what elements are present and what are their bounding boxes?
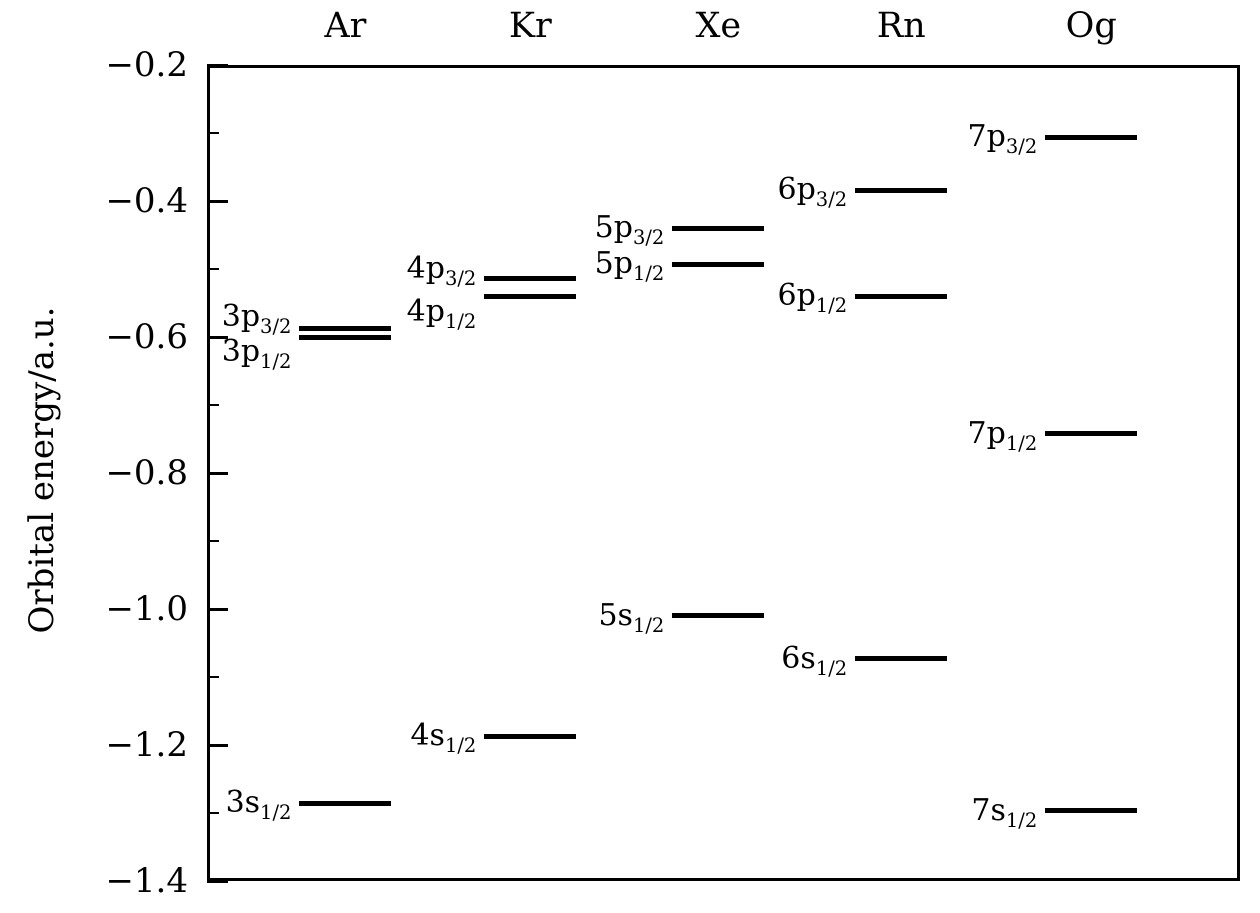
y-tick-label: −1.0 [105, 589, 188, 629]
level-line-kr-4s12 [484, 733, 577, 739]
level-label-rn-6s12: 6s1/2 [781, 640, 848, 680]
y-tick-label: −0.8 [105, 453, 188, 493]
level-line-og-7s12 [1045, 808, 1138, 814]
y-minor-tick [207, 540, 219, 542]
level-label-xe-5p32: 5p3/2 [594, 210, 665, 250]
y-minor-tick [207, 676, 219, 678]
plot-area: 3p3/2 3p1/2 3s1/2 4p3/2 4p1/2 4s1/2 5p3/2 5p1/2… [207, 63, 1240, 883]
y-tick-label: −0.6 [105, 317, 188, 357]
y-axis-title: Orbital energy/a.u. [22, 306, 62, 634]
y-tick-label: −1.4 [105, 861, 188, 901]
y-major-tick [207, 63, 228, 67]
y-major-tick [207, 879, 228, 883]
y-major-tick [207, 607, 228, 611]
level-label-xe-5s12: 5s1/2 [598, 597, 665, 637]
y-major-tick [207, 743, 228, 747]
level-line-rn-6s12 [855, 656, 948, 662]
level-label-rn-6p32: 6p3/2 [777, 172, 848, 212]
level-line-ar-3p12 [299, 334, 392, 340]
column-header-kr: Kr [508, 6, 552, 46]
level-label-kr-4p32: 4p3/2 [406, 250, 477, 290]
level-label-xe-5p12: 5p1/2 [594, 246, 665, 286]
y-major-tick [207, 335, 228, 339]
y-tick-label: −0.4 [105, 181, 188, 221]
level-line-rn-6p32 [855, 187, 948, 193]
level-line-ar-3s12 [299, 800, 392, 806]
level-label-ar-3p12: 3p1/2 [221, 334, 292, 373]
y-minor-tick [207, 404, 219, 406]
level-label-og-7s12: 7s1/2 [971, 792, 1038, 832]
level-label-ar-3p32: 3p3/2 [221, 298, 292, 338]
level-line-xe-5p12 [672, 261, 765, 267]
y-minor-tick [207, 812, 219, 814]
column-header-ar: Ar [324, 6, 367, 46]
level-label-ar-3s12: 3s1/2 [225, 785, 292, 825]
level-label-kr-4p12: 4p1/2 [406, 293, 477, 333]
level-line-ar-3p32 [299, 326, 392, 332]
y-tick-label: −1.2 [105, 725, 188, 765]
y-major-tick [207, 471, 228, 475]
level-label-kr-4s12: 4s1/2 [410, 718, 477, 758]
y-major-tick [207, 199, 228, 203]
y-minor-tick [207, 132, 219, 134]
level-line-kr-4p12 [484, 294, 577, 300]
level-line-kr-4p32 [484, 276, 577, 282]
level-line-rn-6p12 [855, 293, 948, 299]
level-label-rn-6p12: 6p1/2 [777, 278, 848, 318]
level-line-xe-5s12 [672, 613, 765, 619]
level-label-og-7p32: 7p3/2 [967, 119, 1038, 159]
y-minor-tick [207, 268, 219, 270]
level-line-og-7p32 [1045, 134, 1138, 140]
column-header-xe: Xe [695, 6, 742, 46]
level-label-og-7p12: 7p1/2 [967, 415, 1038, 455]
level-line-og-7p12 [1045, 431, 1138, 437]
level-line-xe-5p32 [672, 225, 765, 231]
column-header-og: Og [1065, 6, 1117, 46]
column-header-rn: Rn [876, 6, 926, 46]
y-tick-label: −0.2 [105, 45, 188, 85]
